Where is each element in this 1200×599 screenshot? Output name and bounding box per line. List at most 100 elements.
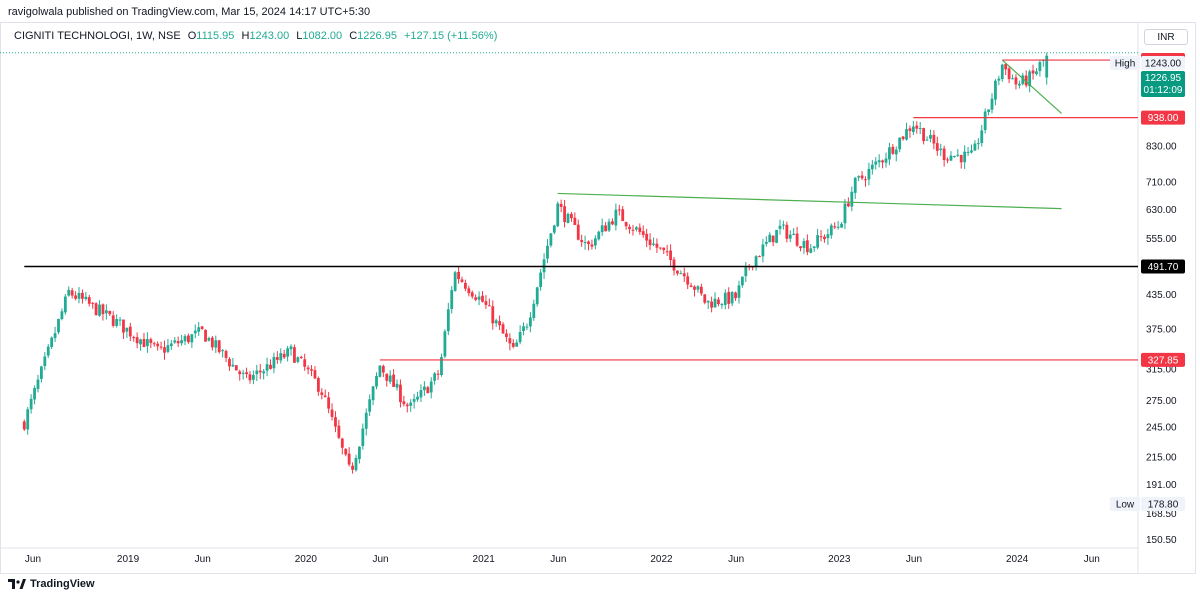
open-label: O bbox=[187, 30, 197, 42]
candle-body bbox=[645, 233, 649, 241]
candle-body bbox=[132, 337, 136, 339]
candle-body bbox=[214, 340, 218, 348]
candle-body bbox=[990, 98, 994, 110]
candle-body bbox=[600, 225, 604, 233]
last-price-badge bbox=[1141, 71, 1185, 97]
low-badge-label: Low bbox=[1116, 500, 1135, 511]
candle-body bbox=[450, 290, 454, 310]
candle-body bbox=[634, 227, 638, 230]
candle-body bbox=[829, 225, 833, 236]
candle-body bbox=[279, 353, 283, 361]
candle-body bbox=[84, 296, 88, 300]
candle-body bbox=[39, 366, 43, 379]
candle-body bbox=[935, 143, 939, 151]
level-badge bbox=[1141, 110, 1185, 125]
candle-body bbox=[761, 244, 765, 257]
candle-body bbox=[782, 224, 785, 226]
candle-body bbox=[740, 276, 744, 286]
candle-body bbox=[864, 179, 867, 181]
candle-body bbox=[734, 292, 737, 299]
candle-body bbox=[293, 347, 296, 363]
candle-body bbox=[754, 256, 758, 268]
candle-body bbox=[457, 271, 460, 280]
candle-body bbox=[501, 324, 505, 334]
level-badge bbox=[1141, 352, 1185, 367]
candle-body bbox=[727, 291, 731, 304]
candle-body bbox=[710, 301, 714, 308]
candle-body bbox=[494, 320, 498, 324]
candle-body bbox=[142, 338, 146, 347]
candle-body bbox=[29, 398, 33, 410]
candle-body bbox=[1000, 64, 1004, 80]
candle-body bbox=[53, 333, 57, 339]
candle-body bbox=[193, 330, 197, 334]
candle-body bbox=[587, 241, 590, 245]
candle-body bbox=[412, 399, 416, 402]
candle-body bbox=[368, 399, 372, 412]
candle-body bbox=[867, 168, 871, 180]
candle-body bbox=[364, 412, 368, 429]
high-badge-label-bg bbox=[1110, 56, 1140, 70]
candle-body bbox=[43, 356, 47, 367]
candle-body bbox=[758, 256, 761, 258]
candle-body bbox=[231, 364, 235, 367]
candle-body bbox=[477, 296, 481, 300]
candle-body bbox=[576, 224, 580, 240]
y-tick-label: 830.00 bbox=[1146, 141, 1177, 152]
candle-body bbox=[552, 225, 556, 233]
candle-body bbox=[655, 243, 659, 248]
candle-body bbox=[918, 128, 922, 130]
candle-body bbox=[970, 150, 973, 153]
last-price-value: 1226.95 bbox=[1145, 73, 1182, 84]
candle-body bbox=[888, 147, 891, 160]
candle-body bbox=[703, 294, 707, 303]
y-tick-label: 555.00 bbox=[1146, 234, 1177, 245]
candle-body bbox=[74, 295, 77, 299]
candle-body bbox=[795, 233, 799, 246]
candle-body bbox=[905, 129, 908, 140]
candle-body bbox=[275, 357, 279, 360]
candle-body bbox=[409, 402, 413, 406]
candle-body bbox=[453, 272, 457, 291]
candle-body bbox=[662, 247, 666, 251]
chart-frame bbox=[0, 22, 1196, 574]
candle-body bbox=[286, 348, 290, 357]
low-badge-value-bg bbox=[1141, 497, 1185, 511]
candle-body bbox=[987, 109, 990, 112]
candle-body bbox=[152, 343, 156, 345]
candle-body bbox=[901, 136, 905, 140]
candle-body bbox=[884, 158, 888, 163]
candle-body bbox=[108, 310, 112, 315]
candle-body bbox=[303, 359, 307, 367]
candle-body bbox=[340, 438, 344, 448]
candle-body bbox=[1045, 55, 1049, 78]
candle-body bbox=[590, 244, 594, 247]
candle-body bbox=[812, 246, 816, 249]
candle-body bbox=[87, 297, 91, 304]
candle-body bbox=[949, 155, 953, 161]
low-label: L bbox=[296, 30, 303, 42]
candle-body bbox=[313, 370, 317, 379]
candle-body bbox=[204, 329, 207, 342]
currency-button[interactable]: INR bbox=[1144, 29, 1188, 45]
high-badge-label: High bbox=[1115, 59, 1136, 70]
candle-body bbox=[63, 296, 67, 313]
candle-body bbox=[361, 428, 365, 447]
candle-body bbox=[77, 292, 81, 299]
candle-body bbox=[771, 235, 775, 243]
candle-body bbox=[440, 357, 443, 376]
candle-body bbox=[173, 340, 177, 343]
candle-body bbox=[857, 176, 861, 178]
candle-body bbox=[604, 225, 608, 232]
candle-body bbox=[169, 343, 173, 347]
candle-body bbox=[929, 134, 932, 139]
candle-body bbox=[402, 401, 406, 405]
y-tick-label: 150.50 bbox=[1146, 535, 1177, 546]
candle-body bbox=[699, 286, 703, 294]
candle-body bbox=[334, 417, 337, 427]
candle-body bbox=[946, 159, 949, 161]
candle-body bbox=[785, 224, 789, 239]
candle-body bbox=[210, 337, 214, 348]
low-value: 1082.00 bbox=[302, 30, 343, 42]
